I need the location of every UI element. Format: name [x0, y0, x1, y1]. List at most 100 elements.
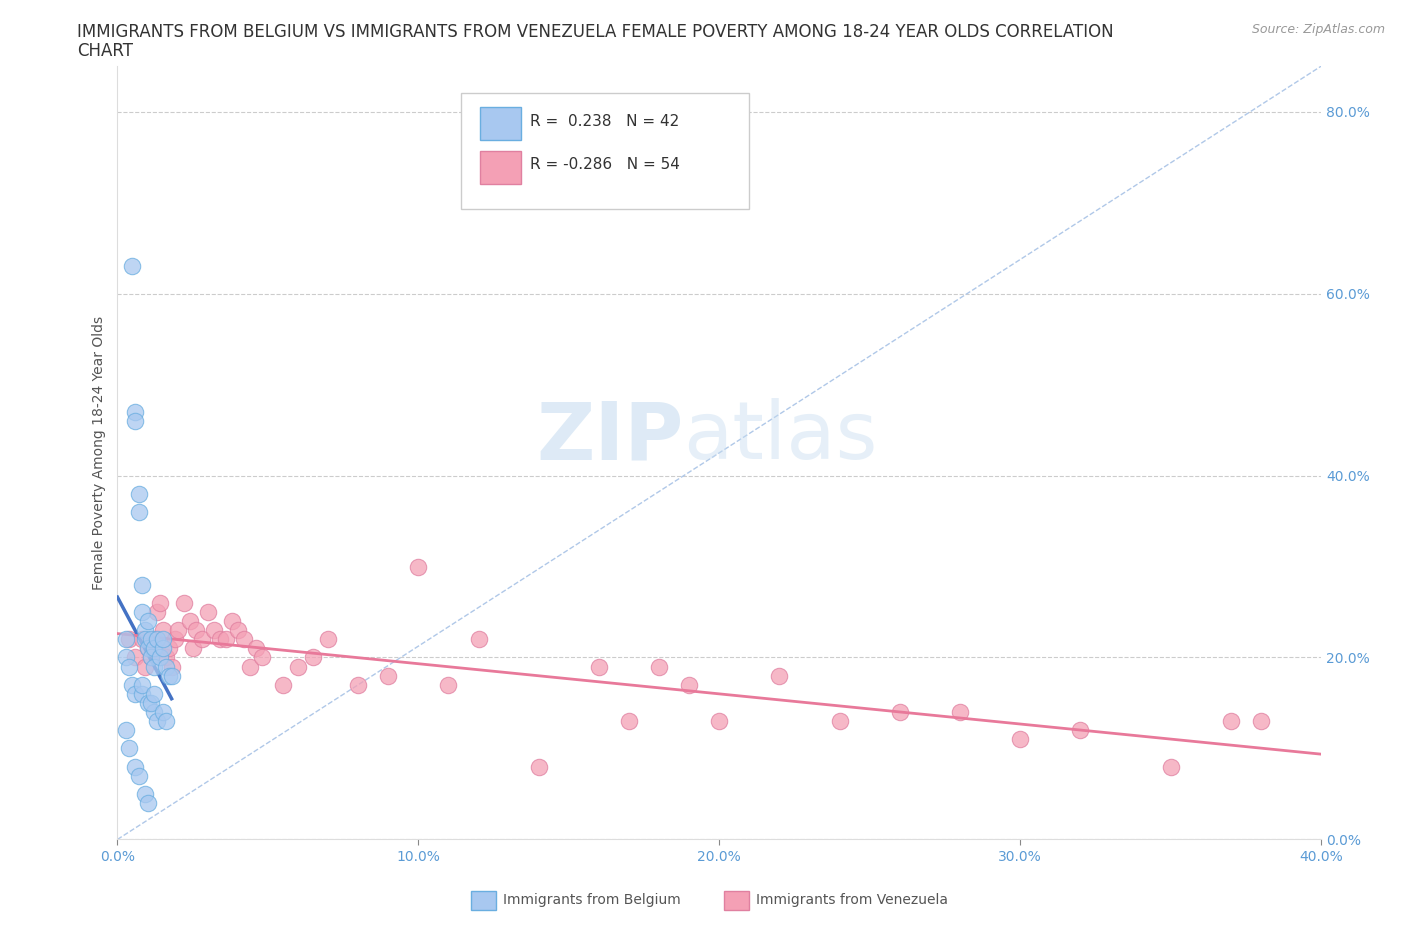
Point	[136, 795, 159, 810]
Point	[131, 604, 153, 619]
FancyBboxPatch shape	[479, 107, 520, 140]
Point	[155, 650, 177, 665]
Point	[115, 723, 138, 737]
Point	[131, 686, 153, 701]
Text: Immigrants from Venezuela: Immigrants from Venezuela	[756, 893, 949, 908]
Point	[152, 705, 174, 720]
Point	[121, 677, 143, 692]
Text: Source: ZipAtlas.com: Source: ZipAtlas.com	[1251, 23, 1385, 36]
Point	[152, 641, 174, 656]
Point	[179, 614, 201, 629]
Point	[377, 669, 399, 684]
Point	[139, 696, 162, 711]
Point	[190, 631, 212, 646]
Point	[208, 631, 231, 646]
Point	[115, 631, 138, 646]
Point	[136, 641, 159, 656]
Point	[184, 623, 207, 638]
Text: R =  0.238   N = 42: R = 0.238 N = 42	[530, 113, 679, 128]
Point	[197, 604, 219, 619]
Point	[115, 650, 138, 665]
Point	[134, 631, 156, 646]
Point	[437, 677, 460, 692]
Point	[136, 641, 159, 656]
Point	[139, 631, 162, 646]
Point	[678, 677, 700, 692]
Point	[527, 759, 550, 774]
Point	[467, 631, 489, 646]
Point	[709, 713, 731, 728]
Point	[142, 631, 165, 646]
Point	[949, 705, 972, 720]
Text: ZIP: ZIP	[536, 398, 683, 476]
Point	[134, 787, 156, 802]
Point	[152, 631, 174, 646]
Point	[124, 405, 146, 419]
Point	[118, 631, 141, 646]
Point	[136, 614, 159, 629]
Point	[889, 705, 911, 720]
Point	[142, 659, 165, 674]
Point	[152, 623, 174, 638]
Point	[124, 686, 146, 701]
Point	[828, 713, 851, 728]
Point	[145, 604, 167, 619]
Point	[1250, 713, 1272, 728]
Point	[118, 659, 141, 674]
Point	[128, 486, 150, 501]
Point	[145, 631, 167, 646]
Point	[408, 559, 430, 574]
Point	[128, 504, 150, 519]
Point	[131, 631, 153, 646]
Point	[148, 650, 170, 665]
Point	[271, 677, 294, 692]
Text: atlas: atlas	[683, 398, 877, 476]
Point	[202, 623, 225, 638]
Point	[215, 631, 238, 646]
Point	[142, 641, 165, 656]
Point	[157, 641, 180, 656]
Point	[155, 713, 177, 728]
Point	[145, 713, 167, 728]
Point	[118, 741, 141, 756]
Point	[134, 623, 156, 638]
Y-axis label: Female Poverty Among 18-24 Year Olds: Female Poverty Among 18-24 Year Olds	[93, 315, 107, 590]
Point	[131, 578, 153, 592]
Point	[316, 631, 339, 646]
Point	[131, 677, 153, 692]
Point	[588, 659, 610, 674]
Point	[1219, 713, 1241, 728]
Point	[155, 659, 177, 674]
Point	[124, 414, 146, 429]
Point	[250, 650, 273, 665]
Point	[287, 659, 309, 674]
Point	[232, 631, 254, 646]
Point	[617, 713, 640, 728]
Point	[124, 759, 146, 774]
Point	[181, 641, 204, 656]
Text: CHART: CHART	[77, 42, 134, 60]
Point	[768, 669, 790, 684]
Point	[163, 631, 186, 646]
Point	[302, 650, 325, 665]
Text: IMMIGRANTS FROM BELGIUM VS IMMIGRANTS FROM VENEZUELA FEMALE POVERTY AMONG 18-24 : IMMIGRANTS FROM BELGIUM VS IMMIGRANTS FR…	[77, 23, 1114, 41]
Point	[124, 650, 146, 665]
Point	[142, 705, 165, 720]
FancyBboxPatch shape	[479, 152, 520, 184]
Point	[226, 623, 249, 638]
Point	[128, 768, 150, 783]
Point	[245, 641, 267, 656]
Point	[347, 677, 370, 692]
Point	[134, 659, 156, 674]
Text: R = -0.286   N = 54: R = -0.286 N = 54	[530, 157, 681, 172]
FancyBboxPatch shape	[461, 93, 749, 209]
Point	[239, 659, 262, 674]
Point	[1069, 723, 1091, 737]
Point	[221, 614, 243, 629]
Point	[136, 696, 159, 711]
Point	[648, 659, 671, 674]
Point	[173, 595, 195, 610]
Point	[121, 259, 143, 273]
Point	[148, 595, 170, 610]
Point	[139, 650, 162, 665]
